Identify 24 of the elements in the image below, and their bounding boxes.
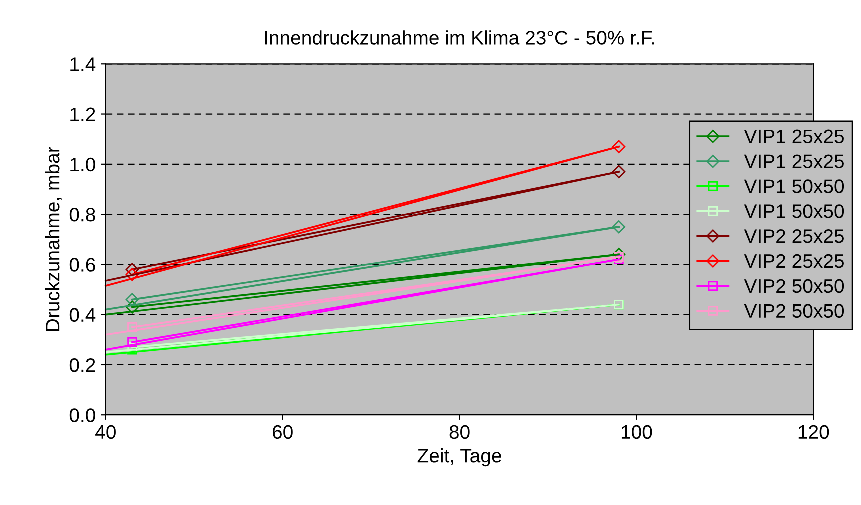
x-tick-label: 60: [273, 425, 293, 440]
legend-label: VIP1 25x25: [744, 154, 844, 168]
x-tick-label: 120: [798, 425, 830, 440]
legend-label: VIP2 50x50: [744, 304, 844, 318]
legend-label: VIP1 50x50: [744, 180, 844, 194]
legend-label: VIP2 25x25: [744, 254, 844, 268]
x-tick-label: 40: [96, 425, 116, 440]
y-tick-label: 0.8: [70, 208, 96, 222]
legend-label: VIP2 50x50: [744, 279, 844, 294]
x-tick-label: 100: [622, 425, 652, 440]
y-tick-label: 0.0: [70, 408, 96, 422]
y-tick-label: 0.2: [70, 358, 96, 372]
x-axis-title: Zeit, Tage: [418, 448, 502, 467]
chart-title: Innendruckzunahme im Klima 23°C - 50% r.F.: [265, 30, 654, 45]
y-axis-title: Druckzunahme, mbar: [45, 147, 62, 331]
legend-label: VIP1 50x50: [744, 204, 844, 218]
y-tick-label: 0.4: [70, 308, 96, 322]
legend-label: VIP2 25x25: [744, 230, 844, 244]
legend-label: VIP1 25x25: [744, 130, 844, 144]
x-tick-label: 80: [450, 425, 470, 440]
y-tick-label: 1.2: [70, 108, 96, 122]
y-tick-label: 1.0: [70, 158, 96, 172]
y-tick-label: 1.4: [70, 58, 96, 72]
y-tick-label: 0.6: [70, 258, 96, 272]
